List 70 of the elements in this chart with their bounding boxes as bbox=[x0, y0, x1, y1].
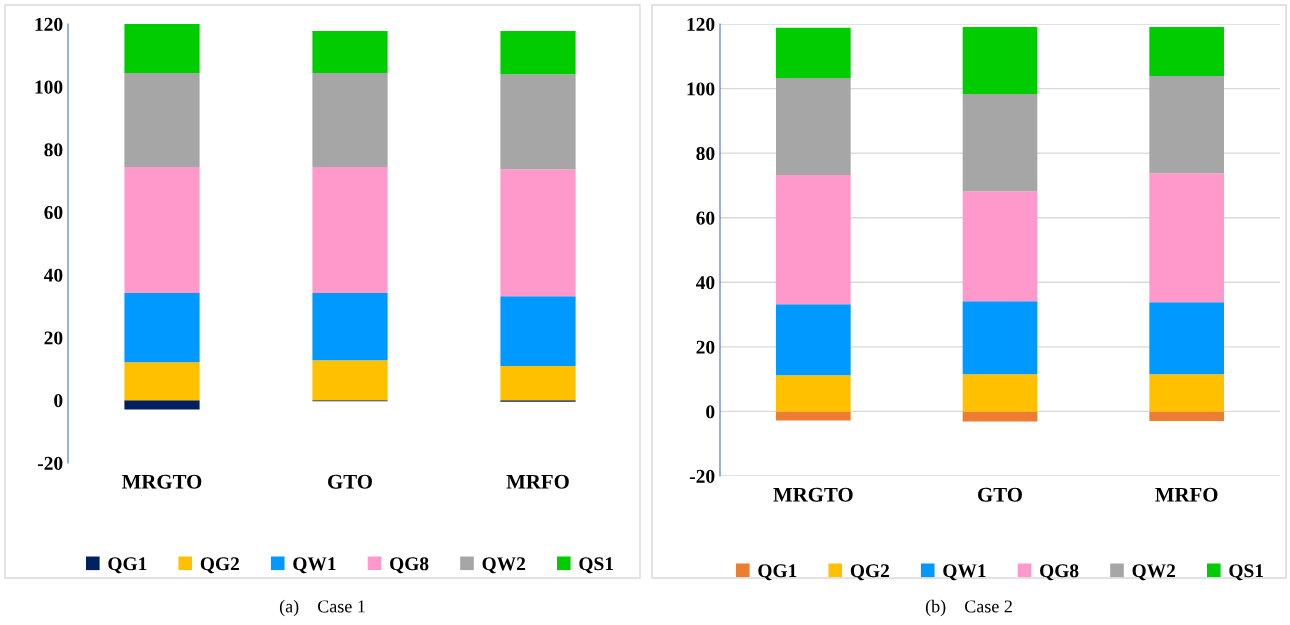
y-tick-label: 40 bbox=[695, 276, 715, 290]
y-tick-label: 20 bbox=[696, 340, 715, 354]
bar bbox=[776, 77, 851, 176]
bar bbox=[124, 293, 200, 363]
bar bbox=[962, 411, 1038, 422]
bar bbox=[962, 94, 1038, 192]
y-tick-label: 120 bbox=[35, 17, 63, 31]
bar bbox=[312, 360, 388, 401]
legend-label: QG1 bbox=[758, 564, 797, 581]
bar bbox=[124, 400, 200, 410]
bar bbox=[776, 27, 851, 78]
x-tick-label: MRGTO bbox=[122, 474, 202, 489]
y-tick-label: 20 bbox=[44, 331, 63, 345]
legend-label: QW2 bbox=[1132, 564, 1176, 581]
bar bbox=[124, 72, 200, 167]
bar bbox=[1149, 173, 1224, 303]
legend-label: QW2 bbox=[482, 557, 526, 574]
y-tick-label: 120 bbox=[687, 17, 715, 31]
text: (b) Case 2 bbox=[925, 599, 1012, 617]
text: (a) Case 1 bbox=[279, 599, 365, 617]
legend-label: QG2 bbox=[850, 564, 889, 581]
x-tick-label: MRGTO bbox=[773, 487, 853, 502]
bar bbox=[124, 24, 200, 73]
bar bbox=[500, 169, 576, 297]
bar bbox=[500, 74, 576, 170]
legend-label: QG8 bbox=[1040, 564, 1079, 581]
bar bbox=[124, 166, 200, 294]
y-tick-label: 80 bbox=[44, 143, 63, 157]
legend-label: QG2 bbox=[200, 557, 239, 574]
bar bbox=[1149, 75, 1224, 174]
bar bbox=[124, 362, 200, 401]
y-tick-label: 0 bbox=[54, 394, 63, 408]
bar bbox=[312, 293, 388, 361]
legend-label: QW1 bbox=[293, 557, 336, 574]
y-tick-label: 60 bbox=[44, 205, 63, 220]
bar bbox=[1149, 302, 1224, 375]
bar bbox=[1149, 374, 1224, 412]
bar bbox=[312, 166, 388, 294]
bar bbox=[962, 26, 1038, 95]
legend-label: QS1 bbox=[1229, 564, 1264, 581]
legend-label: QW1 bbox=[943, 564, 986, 581]
bar bbox=[776, 175, 851, 305]
y-tick-label: 40 bbox=[43, 268, 63, 282]
bar bbox=[312, 30, 388, 73]
y-tick-label: 80 bbox=[696, 146, 715, 161]
bar bbox=[776, 304, 851, 376]
bar bbox=[1149, 26, 1224, 76]
x-tick-label: GTO bbox=[978, 487, 1022, 502]
bar bbox=[500, 30, 576, 75]
legend-label: QG1 bbox=[108, 557, 147, 574]
bar bbox=[962, 374, 1038, 412]
x-tick-label: GTO bbox=[328, 474, 372, 489]
x-tick-label: MRFO bbox=[506, 474, 569, 489]
bar bbox=[500, 366, 576, 401]
bar bbox=[776, 411, 851, 421]
legend-label: QG8 bbox=[390, 557, 429, 574]
legend-label: QS1 bbox=[579, 557, 614, 574]
bar bbox=[1149, 411, 1224, 422]
y-tick-label: -20 bbox=[689, 469, 715, 483]
y-tick-label: -20 bbox=[37, 456, 63, 470]
y-tick-label: 0 bbox=[706, 405, 715, 419]
y-tick-label: 100 bbox=[687, 82, 715, 96]
bar bbox=[962, 191, 1038, 302]
bar bbox=[776, 375, 851, 412]
y-tick-label: 60 bbox=[696, 211, 715, 225]
bar bbox=[962, 301, 1038, 375]
x-tick-label: MRFO bbox=[1155, 487, 1218, 502]
bar bbox=[312, 72, 388, 167]
y-tick-label: 100 bbox=[35, 80, 63, 94]
bar bbox=[500, 296, 576, 367]
